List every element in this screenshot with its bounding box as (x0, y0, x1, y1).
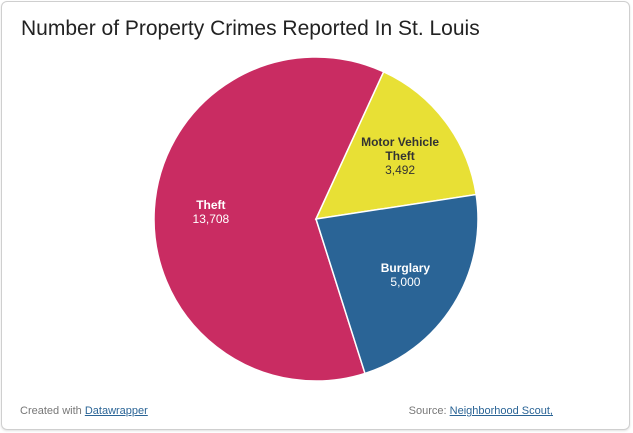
slice-label: Theft 13,708 (163, 198, 259, 226)
slice-name: Burglary (380, 260, 431, 275)
slice-label: Motor Vehicle Theft 3,492 (352, 135, 448, 177)
pie-slice (314, 70, 477, 220)
pie-slice (153, 56, 385, 382)
source: Source: Neighborhood Scout, (409, 405, 553, 417)
pie-slice (315, 193, 479, 375)
credit: Created with Datawrapper (20, 405, 148, 417)
slice-value: 5,000 (390, 274, 421, 289)
slice-name: Theft (196, 198, 226, 213)
slice-value: 3,492 (385, 162, 416, 177)
credit-link[interactable]: Datawrapper (84, 405, 148, 417)
source-text: Source: (408, 405, 447, 417)
slice-name: Motor Vehicle Theft (361, 134, 440, 163)
credit-text: Created with (20, 405, 82, 417)
slice-label: Burglary 5,000 (357, 261, 453, 289)
source-link[interactable]: Neighborhood Scout, (449, 405, 553, 417)
chart-title: Number of Property Crimes Reported In St… (21, 17, 480, 40)
slice-value: 13,708 (192, 212, 230, 227)
